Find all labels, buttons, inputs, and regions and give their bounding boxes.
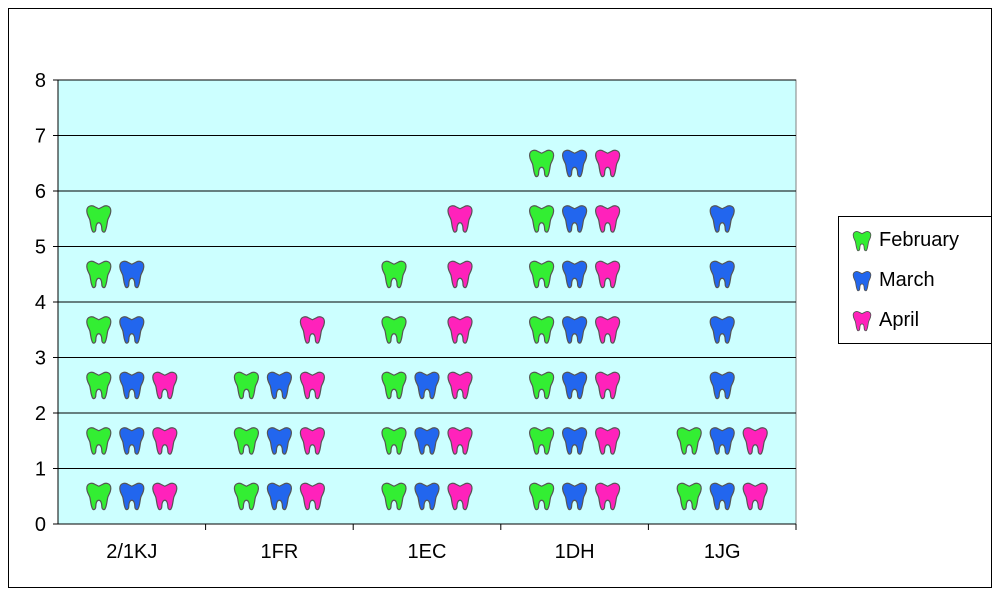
y-tick-label: 8	[35, 70, 46, 92]
legend-item-march: March	[851, 269, 935, 292]
legend-label: February	[879, 229, 960, 251]
legend: February March April	[838, 216, 992, 344]
y-tick-label: 0	[35, 514, 46, 536]
x-tick-label: 1JG	[704, 541, 741, 563]
tooth-icon	[851, 270, 873, 292]
y-tick-label: 5	[35, 237, 46, 259]
x-tick-label: 1EC	[408, 541, 447, 563]
y-tick-label: 4	[35, 292, 46, 314]
y-tick-label: 1	[35, 459, 46, 481]
gridlines	[58, 79, 796, 469]
y-tick-label: 6	[35, 181, 46, 203]
legend-label: March	[879, 269, 935, 291]
tooth-icon	[851, 230, 873, 252]
x-tick-label: 2/1KJ	[106, 541, 157, 563]
y-ticks: 0 1 2 3 4 5 6 7 8	[35, 70, 58, 536]
y-tick-label: 3	[35, 348, 46, 370]
legend-label: April	[879, 309, 920, 331]
legend-item-february: February	[851, 229, 959, 252]
legend-item-april: April	[851, 309, 919, 332]
x-tick-label: 1DH	[555, 541, 595, 563]
x-ticks: 2/1KJ 1FR 1EC 1DH 1JG	[106, 524, 797, 563]
y-tick-label: 7	[35, 126, 46, 148]
tooth-icon	[851, 310, 873, 332]
y-tick-label: 2	[35, 403, 46, 425]
x-tick-label: 1FR	[261, 541, 299, 563]
